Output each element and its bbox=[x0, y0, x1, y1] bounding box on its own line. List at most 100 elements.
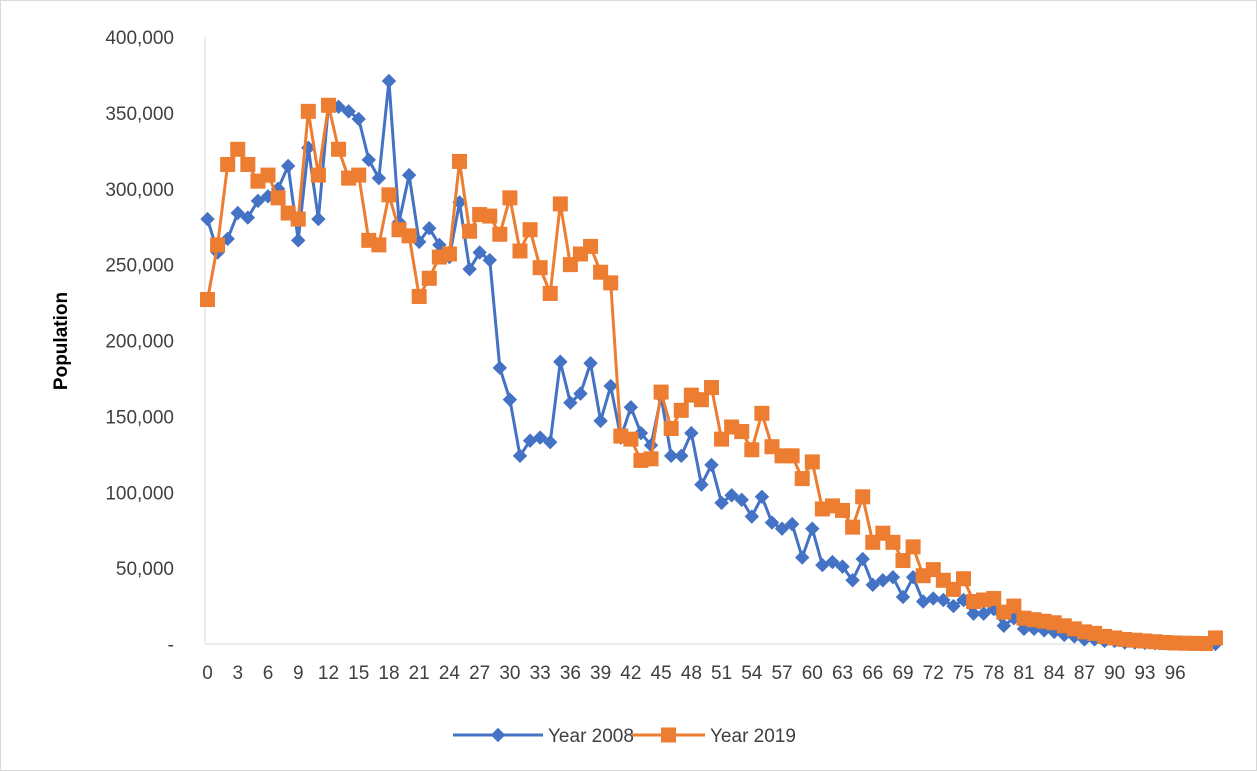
data-point bbox=[835, 502, 851, 518]
x-tick-label: 15 bbox=[348, 663, 369, 684]
data-point bbox=[351, 111, 366, 127]
data-point bbox=[714, 431, 730, 447]
y-tick-label: 350,000 bbox=[105, 104, 174, 125]
series-year-2019 bbox=[200, 97, 1223, 652]
data-point bbox=[512, 243, 528, 259]
x-tick-label: 63 bbox=[832, 663, 853, 684]
data-point bbox=[905, 539, 921, 555]
x-tick-label: 48 bbox=[681, 663, 702, 684]
data-point bbox=[936, 592, 951, 608]
data-point bbox=[734, 424, 750, 440]
data-point bbox=[401, 228, 417, 244]
data-point bbox=[200, 211, 215, 227]
data-point bbox=[673, 402, 689, 418]
x-tick-label: 93 bbox=[1134, 663, 1155, 684]
x-tick-label: 78 bbox=[983, 663, 1004, 684]
data-point bbox=[492, 360, 508, 376]
x-tick-label: 12 bbox=[318, 663, 339, 684]
x-tick-label: 72 bbox=[923, 663, 944, 684]
data-point bbox=[764, 515, 780, 530]
y-tick-label: 400,000 bbox=[105, 28, 174, 49]
data-point bbox=[774, 521, 790, 536]
legend-marker bbox=[661, 727, 676, 743]
x-tick-label: 18 bbox=[378, 663, 399, 684]
x-tick-label: 84 bbox=[1044, 663, 1066, 684]
data-point bbox=[351, 167, 367, 183]
x-tick-label: 54 bbox=[741, 663, 763, 684]
data-point bbox=[794, 471, 810, 487]
axes bbox=[204, 37, 1218, 645]
data-point bbox=[280, 158, 296, 174]
data-point bbox=[311, 211, 326, 227]
data-point bbox=[532, 430, 548, 445]
data-point bbox=[986, 590, 1002, 606]
data-point bbox=[371, 170, 387, 186]
plot-area bbox=[200, 73, 1223, 652]
data-point bbox=[643, 451, 659, 467]
data-point bbox=[603, 378, 618, 394]
data-point bbox=[754, 489, 770, 505]
data-point bbox=[714, 495, 729, 511]
data-point bbox=[482, 208, 498, 224]
data-point bbox=[805, 521, 820, 536]
y-tick-label: 50,000 bbox=[116, 559, 174, 580]
data-point bbox=[371, 237, 387, 253]
data-point bbox=[462, 223, 478, 239]
legend: Year 2008 Year 2019 bbox=[453, 726, 796, 747]
x-tick-label: 87 bbox=[1074, 663, 1095, 684]
data-point bbox=[452, 153, 468, 169]
legend-entry: Year 2008 bbox=[453, 726, 634, 747]
data-point bbox=[804, 454, 820, 470]
data-point bbox=[734, 492, 749, 508]
series-year-2008 bbox=[200, 73, 1223, 652]
data-point bbox=[361, 152, 377, 168]
data-point bbox=[885, 534, 901, 550]
data-point bbox=[653, 384, 669, 400]
data-point bbox=[250, 193, 266, 209]
data-point bbox=[603, 275, 619, 291]
data-point bbox=[512, 448, 528, 464]
y-tick-label: 250,000 bbox=[105, 256, 174, 277]
legend-entry: Year 2019 bbox=[632, 726, 796, 747]
data-point bbox=[331, 141, 347, 157]
data-point bbox=[502, 190, 518, 206]
data-point bbox=[542, 285, 558, 301]
x-tick-label: 21 bbox=[409, 663, 430, 684]
data-point bbox=[260, 167, 276, 183]
data-point bbox=[684, 425, 699, 441]
data-point bbox=[795, 550, 810, 565]
y-tick-label: 100,000 bbox=[105, 483, 174, 504]
data-point bbox=[663, 448, 679, 464]
data-point bbox=[674, 448, 689, 464]
data-point bbox=[532, 260, 548, 276]
x-tick-label: 27 bbox=[469, 663, 490, 684]
data-point bbox=[784, 448, 800, 464]
data-point bbox=[492, 226, 508, 242]
data-point bbox=[240, 210, 256, 225]
data-point bbox=[694, 477, 709, 492]
data-point bbox=[855, 489, 871, 505]
data-point bbox=[320, 97, 336, 113]
data-point bbox=[401, 167, 417, 183]
data-point bbox=[411, 288, 427, 304]
data-point bbox=[583, 238, 599, 254]
x-axis-ticks: 0 3 6 9 12 15 18 21 24 27 30 33 36 39 42 45 48 51 54 57 60 63… bbox=[202, 663, 1186, 684]
x-tick-label: 0 bbox=[202, 663, 213, 684]
x-tick-label: 45 bbox=[651, 663, 672, 684]
data-point bbox=[230, 205, 245, 221]
data-point bbox=[310, 167, 326, 183]
x-tick-label: 9 bbox=[293, 663, 304, 684]
data-point bbox=[573, 386, 588, 401]
data-point bbox=[724, 488, 739, 503]
data-point bbox=[472, 245, 487, 260]
x-tick-label: 81 bbox=[1013, 663, 1034, 684]
data-point bbox=[885, 570, 901, 585]
data-point bbox=[502, 392, 518, 407]
data-point bbox=[754, 405, 770, 421]
x-tick-label: 36 bbox=[560, 663, 581, 684]
data-point bbox=[996, 618, 1012, 633]
data-point bbox=[543, 434, 558, 450]
x-tick-label: 57 bbox=[771, 663, 792, 684]
data-point bbox=[441, 246, 457, 262]
